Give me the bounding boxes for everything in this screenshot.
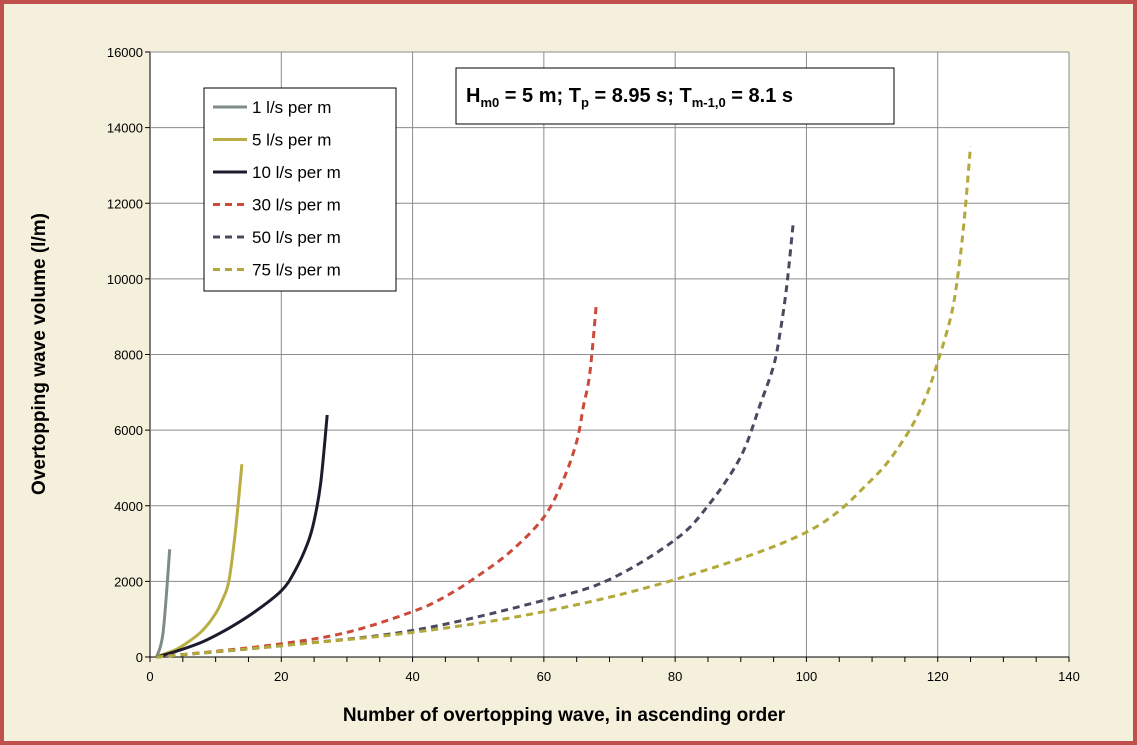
y-tick-label: 16000: [107, 45, 143, 60]
y-tick-label: 4000: [114, 499, 143, 514]
x-tick-label: 0: [146, 669, 153, 684]
series-line-3: [156, 414, 329, 659]
annotation-text: Hm0 = 5 m; Tp = 8.95 s; Tm-1,0 = 8.1 s: [466, 85, 793, 110]
annotation-box: Hm0 = 5 m; Tp = 8.95 s; Tm-1,0 = 8.1 s: [455, 67, 895, 125]
x-tick-label: 60: [537, 669, 551, 684]
x-axis-title: Number of overtopping wave, in ascending…: [343, 705, 786, 726]
legend-label: 10 l/s per m: [252, 163, 341, 182]
y-tick-label: 0: [136, 650, 143, 665]
y-axis-title: Overtopping wave volume (l/m): [29, 213, 50, 495]
x-tick-label: 20: [274, 669, 288, 684]
y-tick-label: 14000: [107, 121, 143, 136]
annotation-part: = 8.1 s: [726, 85, 793, 107]
annotation-subscript: m-1,0: [692, 95, 726, 110]
legend-label: 50 l/s per m: [252, 228, 341, 247]
x-tick-label: 120: [927, 669, 949, 684]
annotation-part: = 5 m; T: [499, 85, 581, 107]
series-line-1: [155, 549, 172, 658]
x-tick-label: 100: [796, 669, 818, 684]
gridlines: [145, 51, 1070, 662]
annotation-part: = 8.95 s; T: [589, 85, 692, 107]
legend-label: 5 l/s per m: [252, 131, 331, 150]
x-tick-label: 140: [1058, 669, 1080, 684]
tick-labels: 0 20 40 60 80 100 120 140 0 2000 4000 6000 8000 10000…: [107, 45, 1080, 684]
annotation-subscript: m0: [480, 95, 499, 110]
y-tick-label: 8000: [114, 348, 143, 363]
series-line-4: [156, 303, 598, 659]
legend: 1 l/s per m 5 l/s per m 10 l/s per m 30 l/s…: [203, 87, 397, 292]
annotation-subscript: p: [581, 95, 589, 110]
x-tick-label: 40: [405, 669, 419, 684]
y-tick-label: 12000: [107, 196, 143, 211]
chart-svg: 0 20 40 60 80 100 120 140 0 2000 4000 6000 8000 10000…: [29, 45, 1080, 726]
series-group: [155, 146, 972, 659]
series-line-6: [156, 146, 972, 659]
annotation-part: H: [466, 85, 480, 107]
x-tick-label: 80: [668, 669, 682, 684]
y-tick-label: 2000: [114, 574, 143, 589]
y-tick-label: 10000: [107, 272, 143, 287]
legend-label: 1 l/s per m: [252, 98, 331, 117]
y-tick-label: 6000: [114, 423, 143, 438]
legend-label: 30 l/s per m: [252, 196, 341, 215]
legend-label: 75 l/s per m: [252, 261, 341, 280]
